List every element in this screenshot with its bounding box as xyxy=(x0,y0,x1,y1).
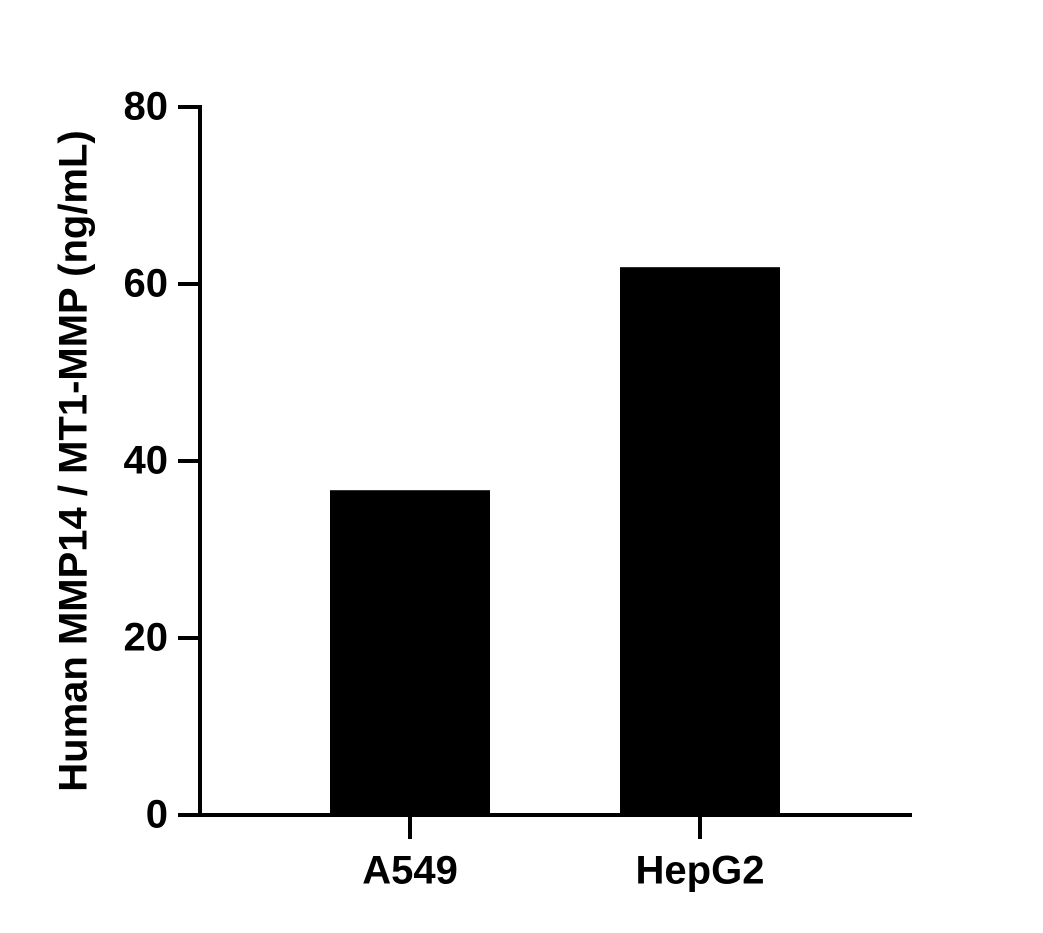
bar xyxy=(330,490,490,815)
x-tick-label: A549 xyxy=(362,849,458,893)
x-tick-label: HepG2 xyxy=(636,849,765,893)
y-tick-label: 20 xyxy=(124,616,169,660)
y-tick-label: 60 xyxy=(124,262,169,306)
y-axis-label: Human MMP14 / MT1-MMP (ng/mL) xyxy=(52,130,96,791)
bar xyxy=(620,267,780,815)
y-tick-label: 80 xyxy=(124,85,169,129)
y-tick-label: 0 xyxy=(146,793,168,837)
y-tick-label: 40 xyxy=(124,439,169,483)
